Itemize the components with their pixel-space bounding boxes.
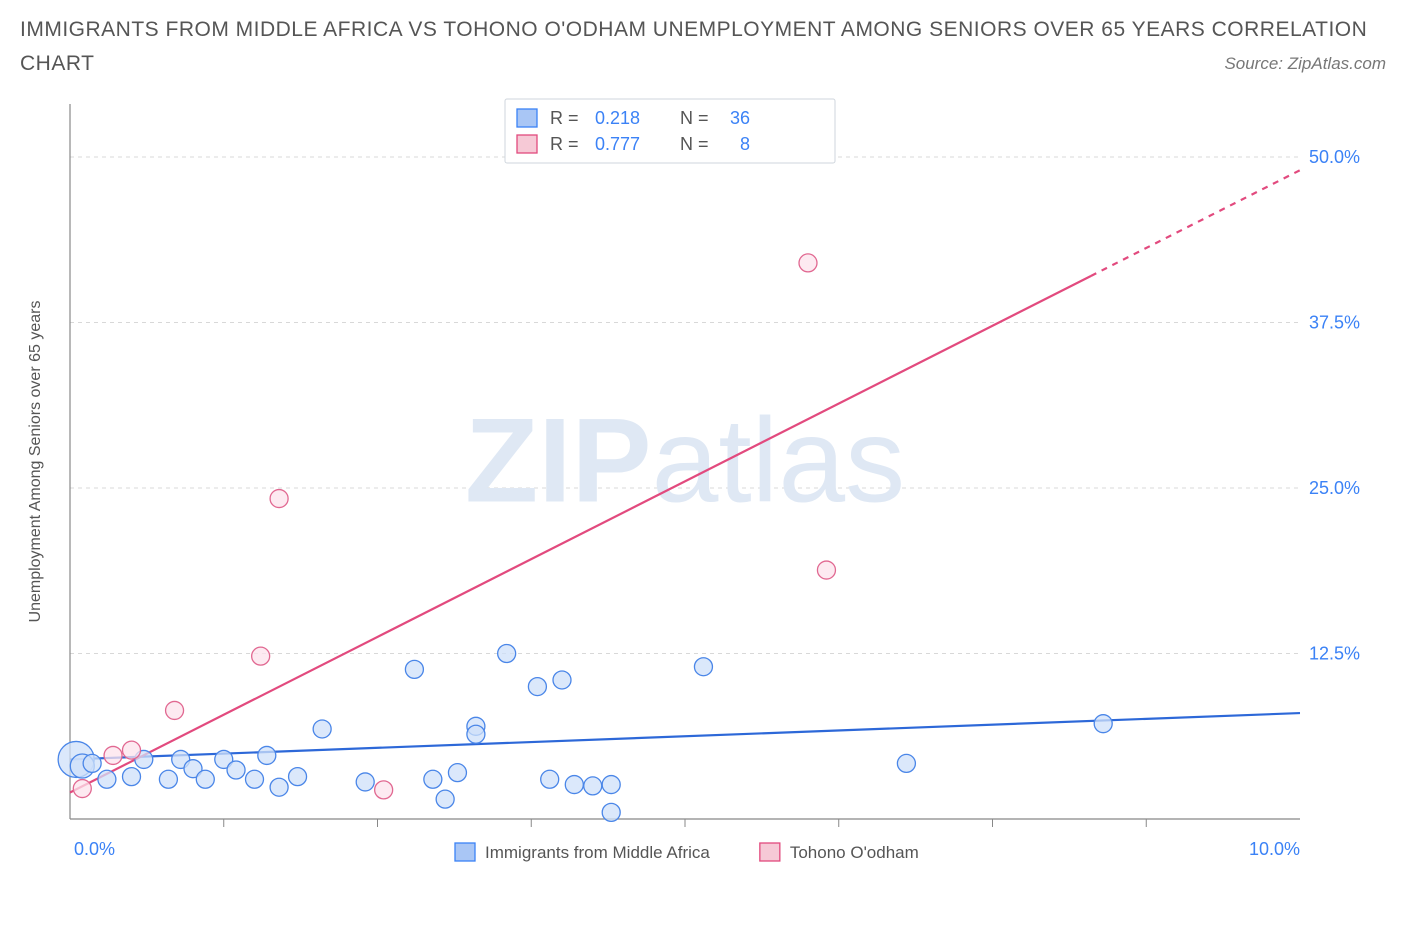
scatter-point (424, 770, 442, 788)
scatter-point (252, 647, 270, 665)
y-tick-label: 25.0% (1309, 478, 1360, 498)
correlation-scatter-chart: ZIPatlas 12.5% 25.0% 37.5% 50.0% 0.0% 10.0% Une… (0, 84, 1406, 904)
legend-r-value: 0.777 (595, 134, 640, 154)
legend-label: Immigrants from Middle Africa (485, 843, 710, 862)
y-axis-title: Unemployment Among Seniors over 65 years (27, 301, 44, 623)
scatter-point (1094, 715, 1112, 733)
y-tick-label: 50.0% (1309, 147, 1360, 167)
x-tick-label: 10.0% (1249, 839, 1300, 859)
scatter-point (694, 658, 712, 676)
scatter-point (467, 725, 485, 743)
scatter-point (313, 720, 331, 738)
legend-r-value: 0.218 (595, 108, 640, 128)
scatter-point (246, 770, 264, 788)
scatter-point (498, 644, 516, 662)
y-tick-label: 12.5% (1309, 643, 1360, 663)
scatter-point (565, 776, 583, 794)
scatter-point (270, 490, 288, 508)
scatter-point (258, 746, 276, 764)
scatter-point (602, 803, 620, 821)
scatter-point (98, 770, 116, 788)
legend-swatch (517, 109, 537, 127)
scatter-point (528, 678, 546, 696)
legend-r-label: R = (550, 134, 579, 154)
scatter-point (356, 773, 374, 791)
scatter-point (227, 761, 245, 779)
scatter-point (270, 778, 288, 796)
scatter-point (584, 777, 602, 795)
legend-swatch (760, 843, 780, 861)
scatter-point (166, 701, 184, 719)
scatter-point (436, 790, 454, 808)
legend-n-value: 36 (730, 108, 750, 128)
scatter-point (553, 671, 571, 689)
scatter-point (159, 770, 177, 788)
source-attribution: Source: ZipAtlas.com (1224, 54, 1386, 74)
trend-line-dash (1091, 170, 1300, 276)
scatter-point (541, 770, 559, 788)
scatter-point (375, 781, 393, 799)
trend-line (70, 713, 1300, 759)
legend-label: Tohono O'odham (790, 843, 919, 862)
scatter-point (73, 780, 91, 798)
scatter-point (104, 746, 122, 764)
watermark: ZIPatlas (465, 394, 905, 528)
scatter-point (196, 770, 214, 788)
scatter-point (897, 754, 915, 772)
trend-line (70, 276, 1091, 793)
legend-swatch (517, 135, 537, 153)
scatter-point (448, 764, 466, 782)
scatter-point (602, 776, 620, 794)
scatter-point (289, 768, 307, 786)
scatter-point (405, 660, 423, 678)
legend-swatch (455, 843, 475, 861)
scatter-point (123, 741, 141, 759)
scatter-point (817, 561, 835, 579)
legend-n-label: N = (680, 134, 709, 154)
legend-n-value: 8 (740, 134, 750, 154)
y-tick-label: 37.5% (1309, 312, 1360, 332)
x-tick-label: 0.0% (74, 839, 115, 859)
scatter-point (123, 768, 141, 786)
legend-n-label: N = (680, 108, 709, 128)
scatter-point (83, 754, 101, 772)
chart-title-line2: CHART (20, 52, 94, 76)
legend-r-label: R = (550, 108, 579, 128)
scatter-point (799, 254, 817, 272)
chart-title-line1: IMMIGRANTS FROM MIDDLE AFRICA VS TOHONO … (20, 18, 1386, 42)
